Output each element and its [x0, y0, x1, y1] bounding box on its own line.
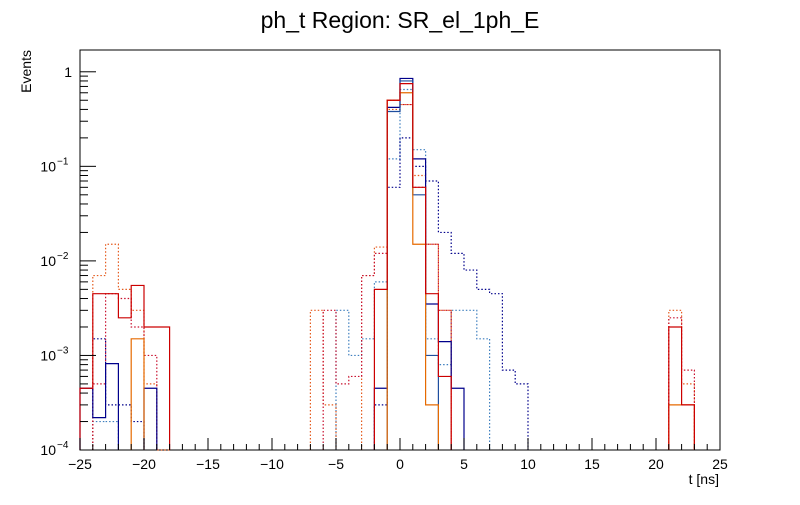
y-tick-exponent: −2: [57, 251, 69, 262]
histogram-series-4-segment-1: [92, 293, 158, 450]
y-tick-exponent: −1: [57, 156, 69, 167]
chart-title: ph_t Region: SR_el_1ph_E: [261, 7, 540, 33]
y-tick-label: 10: [40, 253, 56, 269]
x-tick-label: −5: [328, 456, 344, 472]
x-tick-label: 15: [584, 456, 600, 472]
x-tick-label: 0: [396, 456, 404, 472]
histogram-series-8-segment-1: [79, 284, 171, 450]
histogram-series-7-segment-1: [130, 338, 145, 450]
y-tick-label: 1: [64, 64, 72, 80]
y-tick-exponent: −4: [57, 440, 69, 451]
histogram-series-5-segment-2: [143, 387, 158, 450]
x-axis-label: t [ns]: [689, 471, 719, 487]
series-layer: [79, 77, 695, 451]
x-tick-label: −25: [68, 456, 92, 472]
axis-layer: −25 −20 −15 −10 −5 0 5 10 15 20 2510−410−310−210−1…: [40, 64, 728, 472]
x-tick-label: 10: [520, 456, 536, 472]
y-axis-label: Events: [18, 50, 34, 93]
histogram-series-7-segment-3: [668, 404, 695, 450]
x-tick-label: −10: [260, 456, 284, 472]
histogram-series-5-segment-3: [373, 77, 465, 450]
y-tick-label: 10: [40, 442, 56, 458]
x-tick-label: 5: [460, 456, 468, 472]
y-tick-label: 10: [40, 158, 56, 174]
y-tick-label: 10: [40, 347, 56, 363]
histogram-series-8-segment-3: [668, 326, 695, 450]
y-tick-exponent: −3: [57, 345, 69, 356]
x-tick-label: −20: [132, 456, 156, 472]
histogram-series-3-segment-2: [309, 309, 337, 450]
histogram-series-8-segment-2: [373, 83, 452, 450]
x-tick-label: 25: [712, 456, 728, 472]
x-tick-label: 20: [648, 456, 664, 472]
x-tick-label: −15: [196, 456, 220, 472]
histogram-series-3-segment-3: [361, 103, 452, 450]
histogram-series-2-segment-2: [373, 137, 529, 450]
